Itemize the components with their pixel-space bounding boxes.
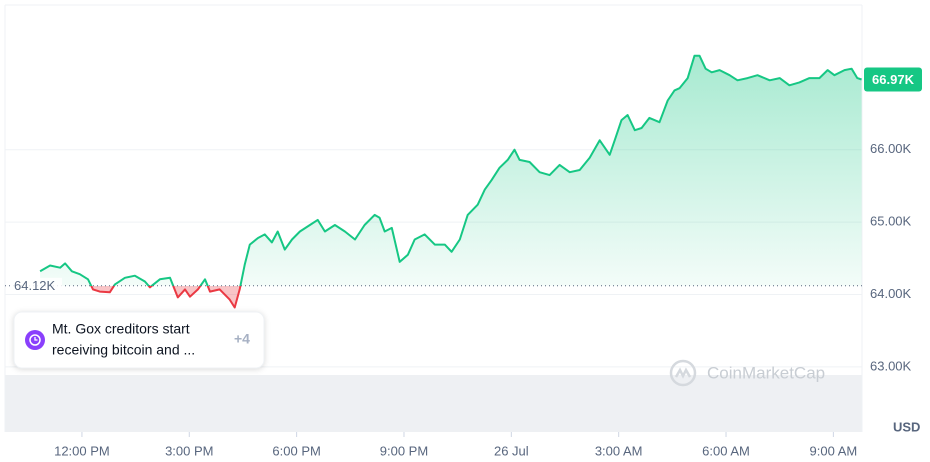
last-price-label: 66.97K — [872, 72, 915, 87]
event-text: receiving bitcoin and ... — [52, 342, 195, 358]
x-tick-label: 26 Jul — [494, 443, 529, 458]
currency-label: USD — [893, 419, 920, 434]
y-tick-label: 64.00K — [870, 286, 912, 301]
event-more: +4 — [234, 331, 250, 347]
y-tick-label: 63.00K — [870, 358, 912, 373]
x-tick-label: 9:00 AM — [810, 443, 858, 458]
baseline-label: 64.12K — [14, 278, 56, 293]
baseline-label-bg — [10, 277, 62, 294]
x-tick-label: 12:00 PM — [54, 443, 110, 458]
last-price-tag — [864, 67, 922, 92]
x-tick-label: 9:00 PM — [380, 443, 428, 458]
price-area — [40, 55, 862, 308]
watermark: CoinMarketCap — [669, 359, 825, 387]
x-tick-label: 6:00 PM — [272, 443, 320, 458]
price-line — [39, 54, 862, 309]
volume-band — [5, 375, 862, 432]
x-tick-label: 3:00 AM — [595, 443, 643, 458]
watermark-text: CoinMarketCap — [707, 363, 825, 382]
x-tick-label: 3:00 PM — [165, 443, 213, 458]
event-card[interactable]: Mt. Gox creditors start receiving bitcoi… — [13, 311, 265, 369]
y-tick-label: 65.00K — [870, 214, 912, 229]
x-tick-label: 6:00 AM — [702, 443, 750, 458]
y-tick-label: 66.00K — [870, 141, 912, 156]
event-text: Mt. Gox creditors start — [52, 321, 190, 337]
